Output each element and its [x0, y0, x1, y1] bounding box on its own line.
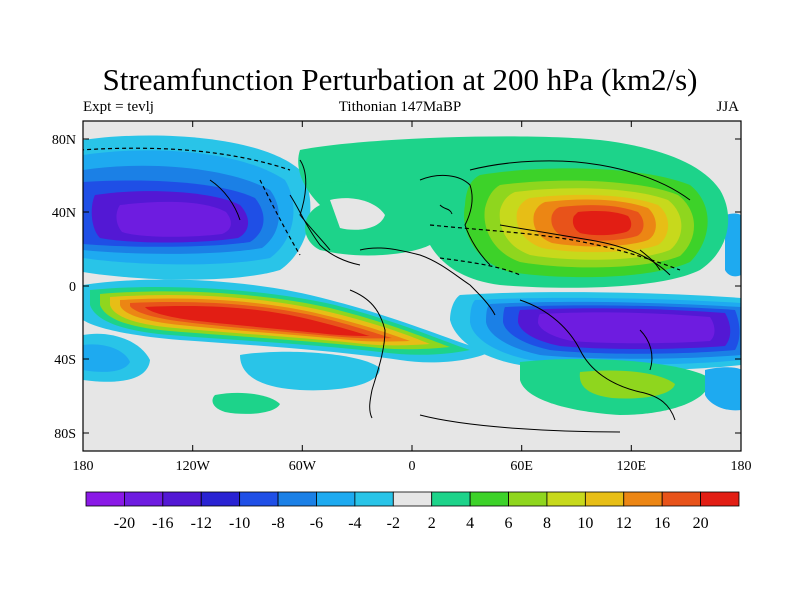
x-tick-label: 60W — [289, 459, 317, 474]
colorbar-swatch — [354, 491, 394, 507]
pacific-north-negative-cell — [83, 135, 311, 280]
colorbar-swatch — [469, 491, 509, 507]
colorbar-label: 4 — [466, 515, 474, 532]
colorbar-label: -16 — [152, 515, 173, 532]
colorbar-label: -20 — [114, 515, 135, 532]
colorbar-swatch — [162, 491, 202, 507]
y-tick-label: 40S — [54, 353, 76, 368]
eurasia-positive-cell — [298, 136, 729, 288]
colorbar-swatch — [584, 491, 625, 507]
period-label: Tithonian 147MaBP — [338, 99, 462, 115]
indian-ocean-negative-cell — [450, 292, 741, 371]
colorbar-swatch — [392, 491, 433, 507]
experiment-label: Expt = tevlj — [83, 99, 154, 115]
colorbar-label: 8 — [543, 515, 551, 532]
x-axis-ticks — [82, 121, 742, 451]
plate-boundaries — [83, 147, 681, 276]
colorbar-label: 2 — [428, 515, 436, 532]
colorbar-swatch — [316, 491, 356, 507]
colorbar-label: 20 — [693, 515, 709, 532]
colorbar-label: -4 — [348, 515, 361, 532]
x-tick-label: 180 — [73, 459, 94, 474]
colorbar-label: -8 — [271, 515, 284, 532]
colorbar-label: 12 — [616, 515, 632, 532]
colorbar-labels: -20 -16 -12 -10 -8 -6 -4 -2 2 4 6 8 10 12 16 20 — [114, 515, 709, 532]
tropical-positive-band — [83, 279, 490, 363]
colorbar-label: 10 — [577, 515, 593, 532]
colorbar-swatch — [661, 491, 701, 507]
colorbar — [85, 491, 740, 507]
x-tick-label: 180 — [731, 459, 752, 474]
x-tick-label: 120E — [617, 459, 647, 474]
colorbar-swatch — [85, 491, 125, 507]
colorbar-swatch — [546, 491, 586, 507]
season-label: JJA — [716, 99, 739, 115]
y-tick-label: 80S — [54, 427, 76, 442]
coastlines — [209, 159, 691, 433]
colorbar-label: -6 — [310, 515, 323, 532]
colorbar-label: 16 — [654, 515, 670, 532]
colorbar-swatch — [700, 491, 740, 507]
colorbar-swatch — [508, 491, 548, 507]
y-tick-label: 0 — [69, 280, 76, 295]
contour-field — [83, 121, 741, 451]
colorbar-label: -2 — [387, 515, 400, 532]
y-axis-ticks — [83, 138, 741, 434]
x-tick-label: 60E — [510, 459, 533, 474]
colorbar-swatch — [623, 491, 663, 507]
colorbar-swatch — [124, 491, 164, 507]
colorbar-swatch — [239, 491, 279, 507]
y-tick-label: 40N — [52, 206, 76, 221]
colorbar-label: -12 — [191, 515, 212, 532]
y-tick-label: 80N — [52, 133, 76, 148]
colorbar-swatch — [277, 491, 317, 507]
colorbar-label: -10 — [229, 515, 250, 532]
colorbar-swatch — [431, 491, 471, 507]
x-tick-label: 120W — [176, 459, 211, 474]
x-tick-label: 0 — [409, 459, 416, 474]
colorbar-label: 6 — [505, 515, 513, 532]
map-title: Streamfunction Perturbation at 200 hPa (… — [102, 62, 698, 97]
colorbar-swatch — [200, 491, 241, 507]
